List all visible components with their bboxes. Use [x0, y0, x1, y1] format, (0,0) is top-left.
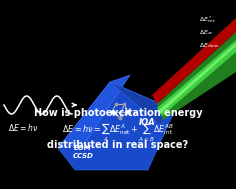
Polygon shape [152, 18, 236, 104]
Polygon shape [58, 75, 130, 148]
Text: IQA: IQA [139, 118, 155, 126]
Polygon shape [110, 82, 175, 125]
Text: $\Delta E_{\mathrm{class}}$: $\Delta E_{\mathrm{class}}$ [199, 42, 220, 50]
Text: $\Delta E_{xc}$: $\Delta E_{xc}$ [199, 29, 214, 37]
Polygon shape [158, 43, 236, 114]
Text: $\Delta E = h\nu = \sum_{A} \Delta E_{\mathrm{net}}^{A} + \sum_{A<B} \Delta E_{\: $\Delta E = h\nu = \sum_{A} \Delta E_{\m… [62, 122, 174, 144]
Polygon shape [157, 40, 236, 116]
Text: How is photoexcitation energy: How is photoexcitation energy [34, 108, 202, 118]
Text: distributed in real space?: distributed in real space? [47, 140, 189, 150]
Polygon shape [58, 82, 175, 170]
Polygon shape [157, 32, 236, 120]
Text: $\Delta E^*_{\mathrm{net}}$: $\Delta E^*_{\mathrm{net}}$ [199, 15, 216, 25]
Text: EOM
CCSD: EOM CCSD [73, 146, 93, 159]
Text: $\Delta E = h\nu$: $\Delta E = h\nu$ [8, 122, 38, 133]
